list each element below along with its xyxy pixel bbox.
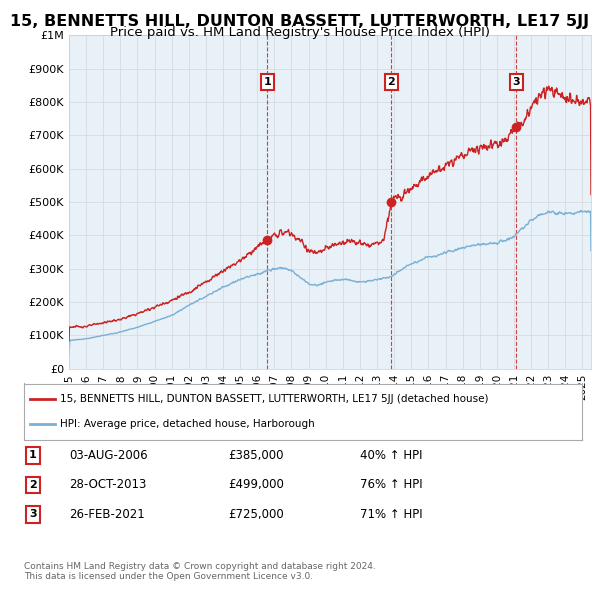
Text: 03-AUG-2006: 03-AUG-2006	[69, 449, 148, 462]
Text: £385,000: £385,000	[228, 449, 284, 462]
Text: 3: 3	[29, 510, 37, 519]
Text: 28-OCT-2013: 28-OCT-2013	[69, 478, 146, 491]
Text: 71% ↑ HPI: 71% ↑ HPI	[360, 508, 422, 521]
Text: £499,000: £499,000	[228, 478, 284, 491]
Text: 2: 2	[388, 77, 395, 87]
Text: 1: 1	[263, 77, 271, 87]
Text: 76% ↑ HPI: 76% ↑ HPI	[360, 478, 422, 491]
Text: 40% ↑ HPI: 40% ↑ HPI	[360, 449, 422, 462]
Text: £725,000: £725,000	[228, 508, 284, 521]
Text: 1: 1	[29, 451, 37, 460]
Text: 15, BENNETTS HILL, DUNTON BASSETT, LUTTERWORTH, LE17 5JJ: 15, BENNETTS HILL, DUNTON BASSETT, LUTTE…	[10, 14, 590, 29]
Text: 15, BENNETTS HILL, DUNTON BASSETT, LUTTERWORTH, LE17 5JJ (detached house): 15, BENNETTS HILL, DUNTON BASSETT, LUTTE…	[60, 394, 489, 404]
Text: 26-FEB-2021: 26-FEB-2021	[69, 508, 145, 521]
Text: 2: 2	[29, 480, 37, 490]
Text: Price paid vs. HM Land Registry's House Price Index (HPI): Price paid vs. HM Land Registry's House …	[110, 26, 490, 39]
Text: 3: 3	[512, 77, 520, 87]
Text: Contains HM Land Registry data © Crown copyright and database right 2024.
This d: Contains HM Land Registry data © Crown c…	[24, 562, 376, 581]
Text: HPI: Average price, detached house, Harborough: HPI: Average price, detached house, Harb…	[60, 419, 315, 429]
